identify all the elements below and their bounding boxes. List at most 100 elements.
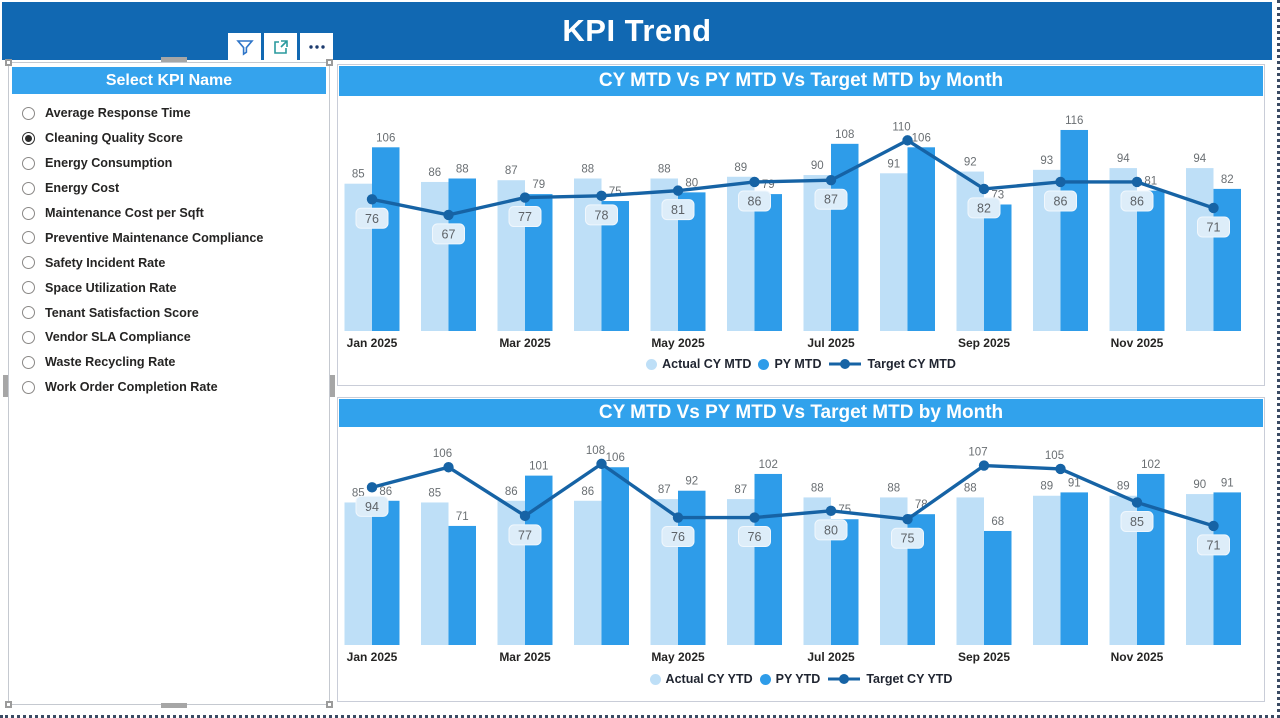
target-line-marker[interactable]: [443, 462, 454, 473]
bar-actual-cy-mtd[interactable]: [344, 183, 373, 331]
target-line[interactable]: [371, 138, 1215, 217]
target-line-marker[interactable]: [749, 512, 760, 523]
target-line-marker[interactable]: [1208, 520, 1219, 532]
target-line-marker[interactable]: [1055, 463, 1066, 475]
radio-icon[interactable]: [22, 156, 35, 170]
selection-handle-bottom-left[interactable]: [5, 701, 12, 708]
bar-actual-cy-ytd[interactable]: [956, 497, 985, 645]
bar-py-mtd[interactable]: [984, 204, 1012, 331]
target-line-marker[interactable]: [366, 194, 378, 205]
legend-item-py-mtd[interactable]: PY MTD: [758, 357, 821, 371]
kpi-option-preventive-maintenance-compliance[interactable]: Preventive Maintenance Compliance: [19, 225, 319, 250]
target-line-marker[interactable]: [596, 190, 607, 202]
bar-py-ytd[interactable]: [754, 473, 783, 645]
selection-handle-left[interactable]: [3, 375, 8, 397]
target-line-marker[interactable]: [672, 185, 684, 196]
kpi-option-energy-cost[interactable]: Energy Cost: [19, 176, 319, 201]
kpi-option-waste-recycling-rate[interactable]: Waste Recycling Rate: [19, 350, 319, 375]
radio-icon[interactable]: [22, 206, 35, 220]
legend-item-py-ytd[interactable]: PY YTD: [759, 672, 820, 686]
bar-actual-cy-ytd[interactable]: [497, 500, 526, 645]
bar-py-mtd[interactable]: [1137, 190, 1165, 331]
bar-py-ytd[interactable]: [1060, 492, 1089, 645]
more-options-button[interactable]: [300, 33, 333, 61]
kpi-option-maintenance-cost-per-sqft[interactable]: Maintenance Cost per Sqft: [19, 201, 319, 226]
target-line-marker[interactable]: [443, 209, 454, 221]
radio-icon[interactable]: [22, 181, 35, 195]
filter-button[interactable]: [228, 33, 261, 61]
bar-actual-cy-ytd[interactable]: [344, 502, 373, 645]
kpi-option-tenant-satisfaction-score[interactable]: Tenant Satisfaction Score: [19, 300, 319, 325]
bar-py-ytd[interactable]: [984, 530, 1012, 645]
target-line-marker[interactable]: [978, 183, 990, 195]
target-line-marker[interactable]: [749, 176, 760, 188]
bar-py-mtd[interactable]: [1060, 129, 1089, 331]
selection-handle-top-right[interactable]: [326, 59, 333, 66]
radio-icon[interactable]: [22, 330, 35, 344]
kpi-option-safety-incident-rate[interactable]: Safety Incident Rate: [19, 250, 319, 275]
bar-py-ytd[interactable]: [678, 490, 706, 645]
target-line-marker[interactable]: [1131, 497, 1143, 508]
legend-item-actual-cy-mtd[interactable]: Actual CY MTD: [646, 357, 751, 371]
bar-actual-cy-mtd[interactable]: [956, 171, 985, 331]
legend-item-target-cy-ytd[interactable]: Target CY YTD: [827, 672, 952, 686]
bar-py-ytd[interactable]: [1213, 492, 1242, 645]
bar-py-mtd[interactable]: [372, 147, 400, 331]
bar-py-mtd[interactable]: [1213, 188, 1242, 331]
radio-icon[interactable]: [22, 231, 35, 245]
bar-py-ytd[interactable]: [525, 475, 553, 645]
bar-actual-cy-mtd[interactable]: [497, 180, 526, 331]
bar-actual-cy-ytd[interactable]: [880, 497, 908, 645]
bar-actual-cy-ytd[interactable]: [1186, 494, 1214, 645]
target-line[interactable]: [371, 461, 1214, 528]
bar-py-ytd[interactable]: [601, 467, 630, 645]
legend-item-target-cy-mtd[interactable]: Target CY MTD: [828, 357, 956, 371]
selection-handle-top[interactable]: [161, 57, 187, 62]
bar-py-mtd[interactable]: [907, 147, 936, 331]
bar-actual-cy-mtd[interactable]: [1186, 168, 1214, 331]
kpi-option-cleaning-quality-score[interactable]: Cleaning Quality Score: [19, 126, 319, 151]
kpi-option-average-response-time[interactable]: Average Response Time: [19, 101, 319, 126]
kpi-option-energy-consumption[interactable]: Energy Consumption: [19, 151, 319, 176]
focus-mode-button[interactable]: [264, 33, 297, 61]
bar-actual-cy-mtd[interactable]: [880, 173, 908, 331]
bar-py-mtd[interactable]: [448, 178, 477, 331]
target-line-marker[interactable]: [978, 460, 990, 471]
radio-icon[interactable]: [22, 281, 35, 295]
bar-actual-cy-ytd[interactable]: [421, 502, 449, 645]
bar-actual-cy-ytd[interactable]: [574, 500, 602, 645]
target-line-marker[interactable]: [1055, 176, 1066, 188]
legend-item-actual-cy-ytd[interactable]: Actual CY YTD: [649, 672, 753, 686]
kpi-option-work-order-completion-rate[interactable]: Work Order Completion Rate: [19, 375, 319, 400]
target-line-marker[interactable]: [825, 175, 837, 186]
bar-py-ytd[interactable]: [372, 500, 400, 645]
radio-icon[interactable]: [22, 306, 35, 320]
selection-handle-bottom[interactable]: [161, 703, 187, 708]
target-line-marker[interactable]: [596, 458, 607, 470]
selection-handle-bottom-right[interactable]: [326, 701, 333, 708]
target-line-marker[interactable]: [1208, 202, 1219, 214]
target-line-marker[interactable]: [902, 135, 913, 146]
bar-py-mtd[interactable]: [831, 143, 859, 331]
radio-icon[interactable]: [22, 380, 35, 394]
bar-actual-cy-ytd[interactable]: [727, 499, 755, 645]
bar-actual-cy-ytd[interactable]: [1033, 495, 1061, 645]
bar-py-ytd[interactable]: [448, 525, 477, 645]
bar-actual-cy-mtd[interactable]: [574, 178, 602, 331]
bar-actual-cy-ytd[interactable]: [650, 499, 679, 645]
selection-handle-right[interactable]: [330, 375, 335, 397]
combo-chart-bottom[interactable]: 85 86 Jan 2025 85 71 86 101 Mar 2025 86 106 87 92 Ma…: [338, 428, 1264, 668]
target-line-marker[interactable]: [902, 514, 913, 525]
radio-selected-icon[interactable]: [22, 131, 35, 145]
target-line-marker[interactable]: [672, 512, 684, 523]
radio-icon[interactable]: [22, 106, 35, 120]
bar-py-mtd[interactable]: [754, 194, 783, 331]
radio-icon[interactable]: [22, 256, 35, 270]
selection-handle-top-left[interactable]: [5, 59, 12, 66]
target-line-marker[interactable]: [519, 510, 531, 522]
target-line-marker[interactable]: [1131, 176, 1143, 188]
target-line-marker[interactable]: [519, 192, 531, 203]
target-line-marker[interactable]: [366, 482, 378, 493]
target-line-marker[interactable]: [825, 505, 837, 517]
